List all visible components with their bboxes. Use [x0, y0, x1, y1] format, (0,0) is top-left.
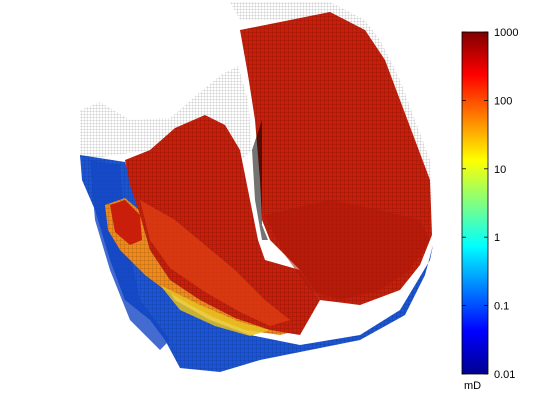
colorbar-unit-label: mD [464, 380, 481, 392]
colorbar-tick-label: 10 [494, 164, 506, 176]
colorbar-tick-label: 1000 [494, 27, 518, 39]
colorbar-tick-label: 1 [494, 232, 500, 244]
colorbar-ticks: 0.01 0.1 1 10 100 1000 [462, 27, 518, 381]
inactive-cells-right-mesh [230, 2, 432, 200]
colorbar-tick-label: 0.1 [494, 301, 509, 313]
colorbar: 0.01 0.1 1 10 100 1000 mD [461, 27, 518, 392]
colorbar-tick-label: 0.01 [494, 369, 515, 381]
surface-plot [80, 2, 433, 372]
colorbar-tick-label: 100 [494, 95, 512, 107]
colorbar-bar [461, 31, 489, 375]
